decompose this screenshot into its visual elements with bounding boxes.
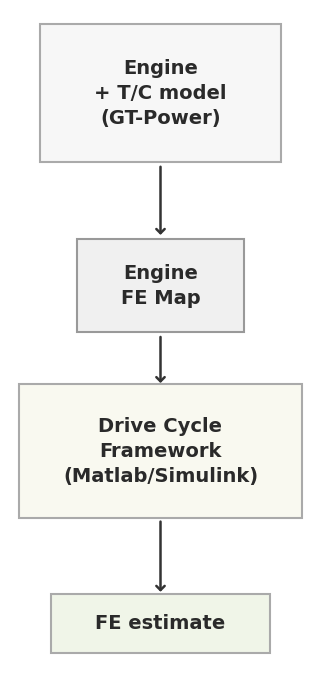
- Text: Engine
FE Map: Engine FE Map: [121, 264, 200, 308]
- Text: FE estimate: FE estimate: [95, 614, 226, 633]
- FancyBboxPatch shape: [51, 594, 270, 653]
- FancyBboxPatch shape: [77, 240, 244, 333]
- FancyBboxPatch shape: [19, 384, 302, 519]
- Text: Drive Cycle
Framework
(Matlab/Simulink): Drive Cycle Framework (Matlab/Simulink): [63, 417, 258, 486]
- Text: Engine
+ T/C model
(GT-Power): Engine + T/C model (GT-Power): [94, 59, 227, 127]
- FancyBboxPatch shape: [40, 24, 281, 162]
